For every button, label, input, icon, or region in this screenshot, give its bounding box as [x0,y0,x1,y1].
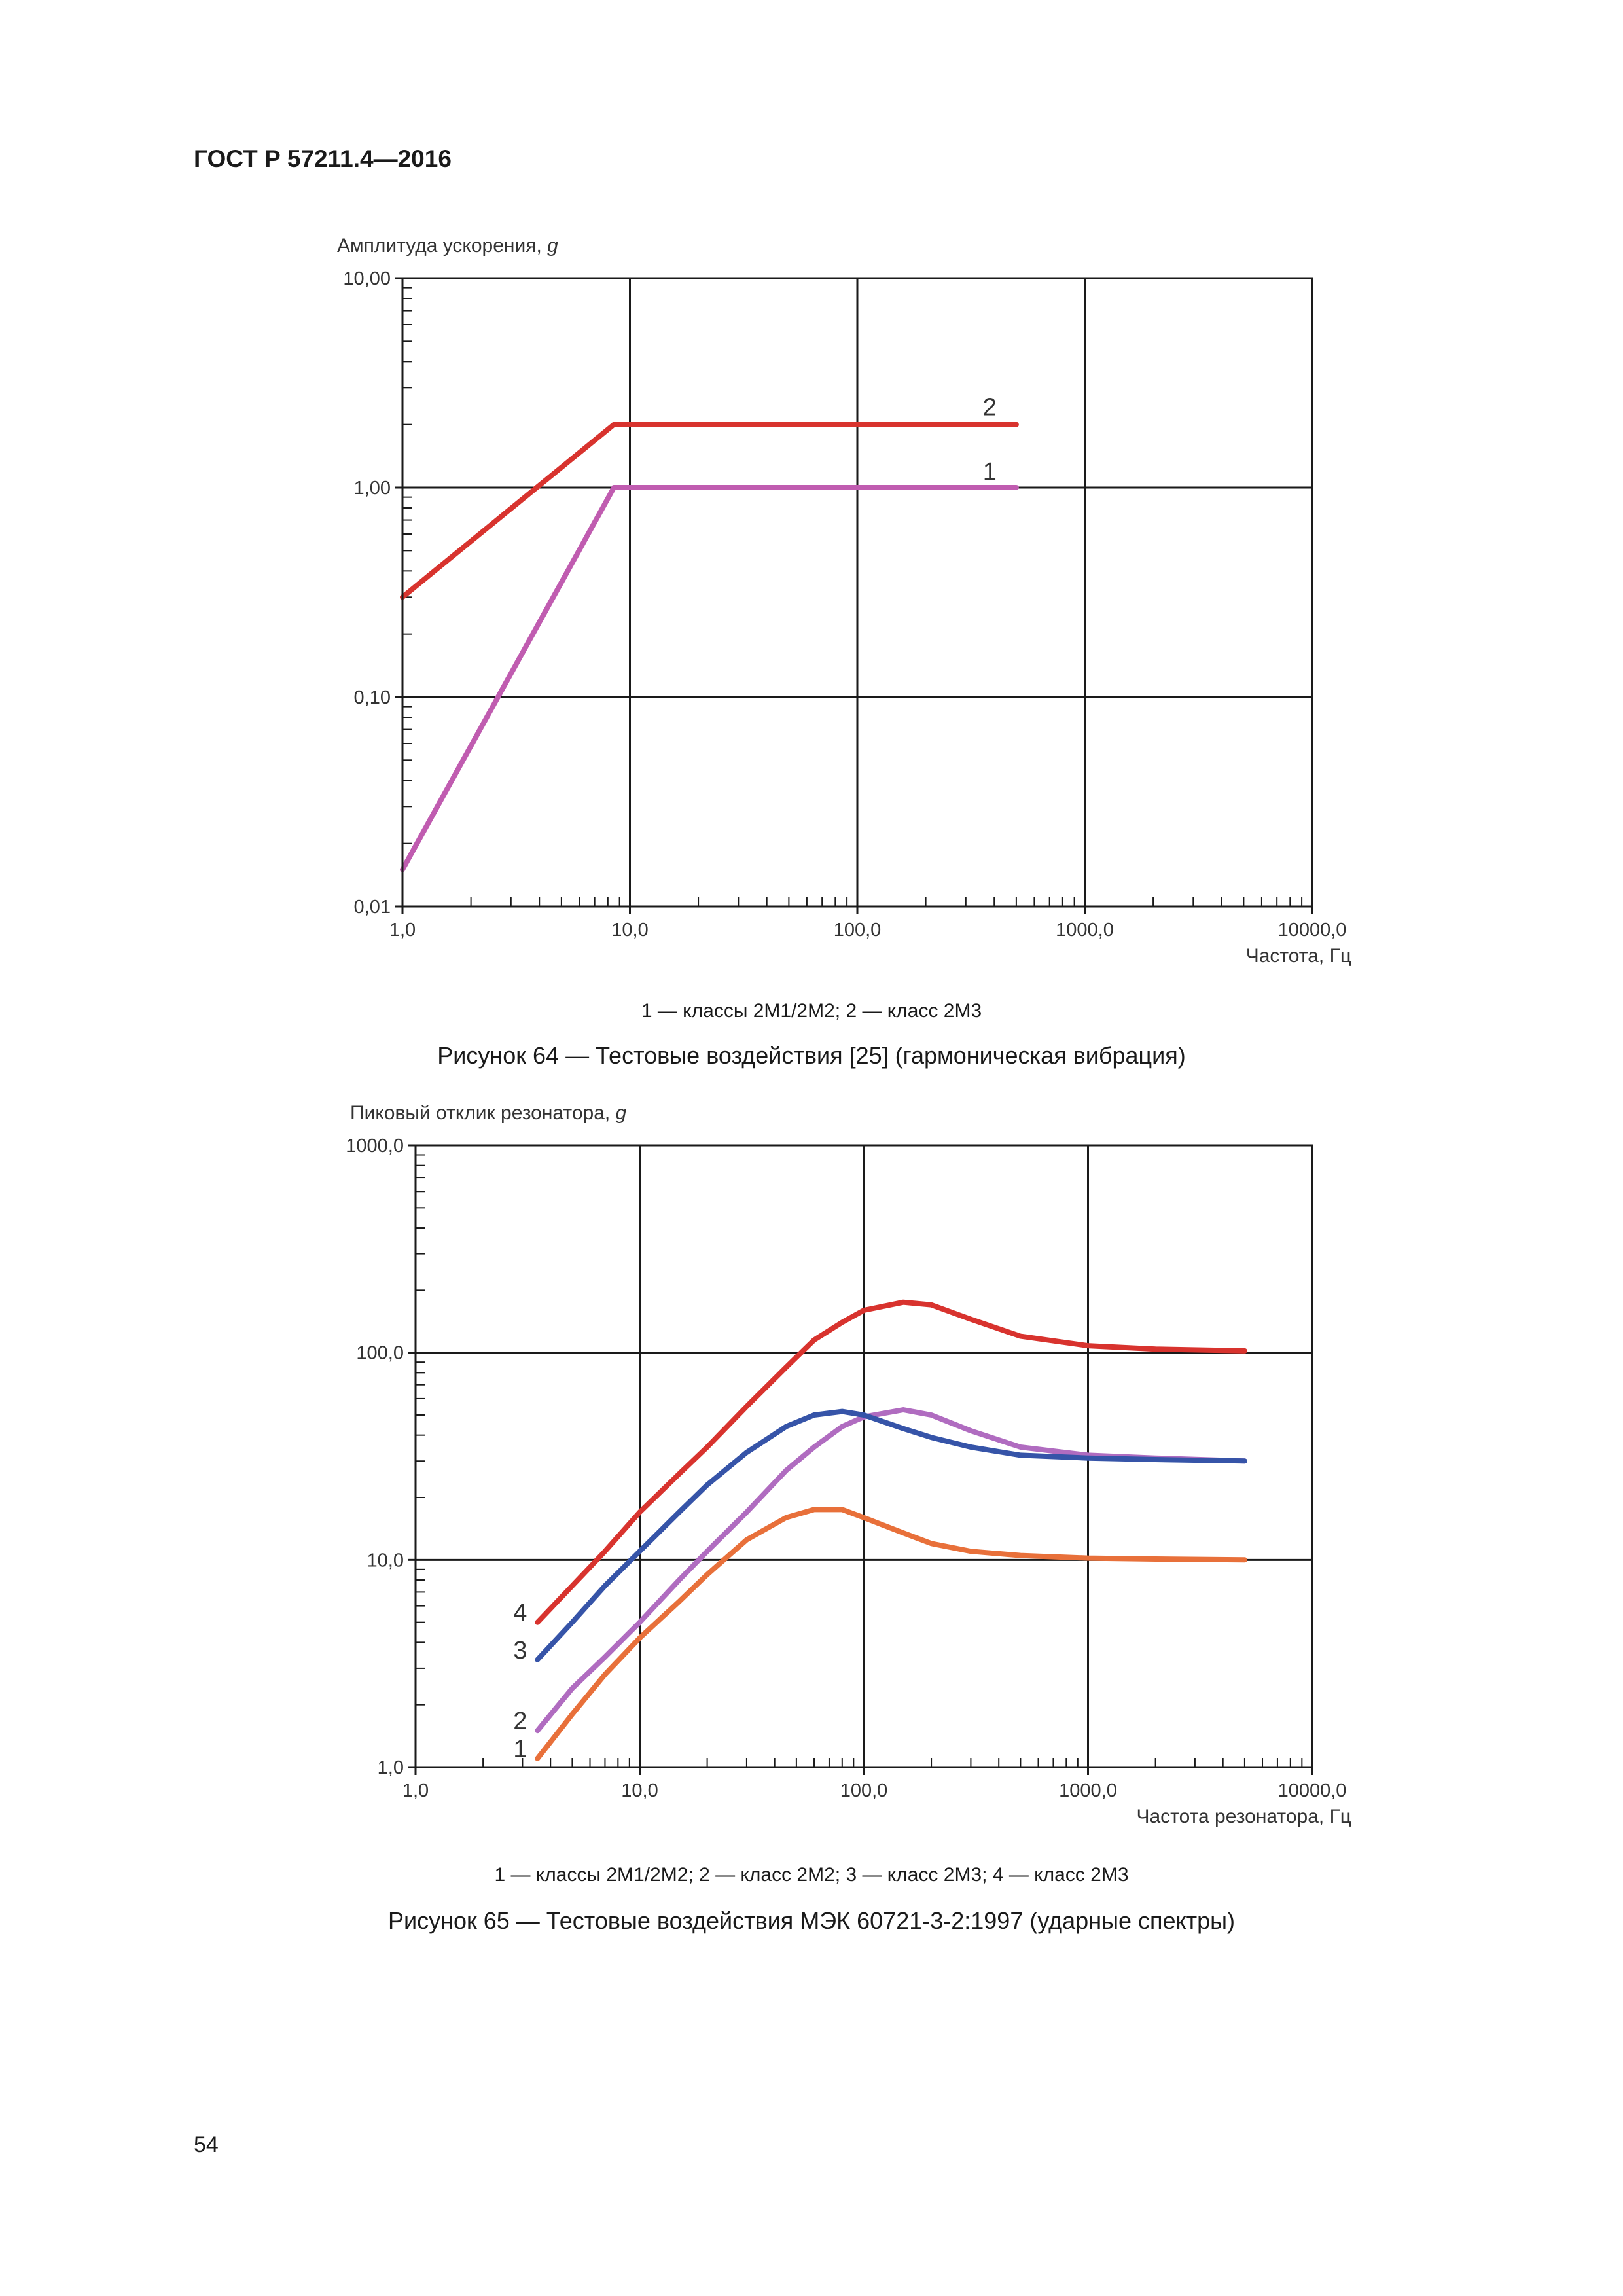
y-axis-title: Амплитуда ускорения, g [337,235,558,257]
x-tick-label: 10000,0 [1278,1780,1347,1801]
y-tick-label: 1000,0 [346,1136,404,1157]
figure64-caption: Рисунок 64 — Тестовые воздействия [25] (… [437,1042,1186,1069]
figure64-legend: 1 — классы 2М1/2М2; 2 — класс 2М3 [641,1000,982,1022]
series-label-1: 1 [513,1736,527,1763]
x-tick-label: 100,0 [834,920,882,941]
series-line-1 [535,1507,1247,1761]
x-tick-label: 10,0 [611,920,648,941]
series-line-2 [400,422,1019,600]
x-axis-title: Частота, Гц [1246,945,1351,967]
y-tick-label: 100,0 [356,1343,404,1364]
series-label-2: 2 [513,1708,527,1735]
figure65-legend: 1 — классы 2М1/2М2; 2 — класс 2М2; 3 — к… [494,1864,1129,1886]
y-axis-title: Пиковый отклик резонатора, g [350,1102,627,1124]
x-tick-label: 1000,0 [1056,920,1114,941]
series-label-3: 3 [513,1637,527,1664]
document-header: ГОСТ Р 57211.4—2016 [194,145,452,172]
y-tick-label: 0,10 [354,687,391,708]
page-number: 54 [194,2132,219,2157]
y-tick-label: 10,00 [343,268,391,289]
series-line-4 [535,1299,1247,1625]
y-tick-label: 1,00 [354,478,391,499]
x-tick-label: 100,0 [840,1780,888,1801]
x-tick-label: 10000,0 [1278,920,1347,941]
series-line-2 [535,1407,1247,1734]
y-tick-label: 0,01 [354,897,391,918]
series-label-2: 2 [983,394,997,422]
x-tick-label: 1000,0 [1059,1780,1117,1801]
plot-frame [401,277,1313,908]
x-tick-label: 1,0 [402,1780,429,1801]
y-axis-unit: g [547,235,558,257]
figure65-caption: Рисунок 65 — Тестовые воздействия МЭК 60… [387,1907,1236,1934]
chart-shock-spectra: 1,0 10,0 100,0 1000,0 10000,0 1,0 10,0 100,0 100… [346,1102,1352,1827]
y-axis-unit: g [616,1102,627,1124]
x-axis-title: Частота резонатора, Гц [1137,1806,1352,1827]
series-line-3 [535,1408,1247,1662]
plot-frame [414,1144,1313,1768]
series-line-1 [400,485,1019,872]
series-label-4: 4 [513,1600,527,1627]
x-tick-label: 10,0 [621,1780,658,1801]
x-tick-label: 1,0 [389,920,416,941]
series-label-1: 1 [983,458,997,486]
chart-harmonic-vibration: 1,0 10,0 100,0 1000,0 10000,0 0,01 0,10 1,00 10,… [337,235,1351,967]
y-tick-label: 10,0 [367,1550,404,1571]
y-tick-label: 1,0 [378,1757,404,1778]
